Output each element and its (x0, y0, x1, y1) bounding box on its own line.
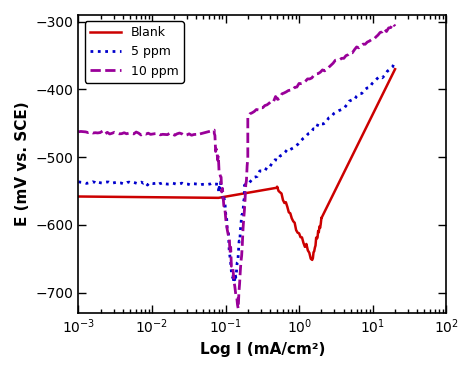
10 ppm (219, 186, 225, 190)
10 ppm (392, 24, 398, 29)
10 ppm (172, 133, 178, 138)
5 ppm (349, 98, 355, 102)
Blank (97, 195, 102, 199)
5 ppm (232, 280, 237, 285)
5 ppm (124, 180, 130, 185)
5 ppm (203, 182, 209, 187)
10 ppm (169, 132, 175, 136)
Blank (90, 195, 95, 199)
5 ppm (228, 266, 234, 270)
10 ppm (75, 129, 81, 134)
Line: 10 ppm: 10 ppm (78, 23, 395, 308)
Legend: Blank, 5 ppm, 10 ppm: Blank, 5 ppm, 10 ppm (85, 21, 183, 83)
5 ppm (224, 213, 229, 217)
Blank (368, 116, 374, 120)
Line: 5 ppm: 5 ppm (78, 61, 395, 283)
5 ppm (392, 58, 398, 63)
Blank (379, 94, 384, 99)
Blank (170, 195, 175, 200)
10 ppm (146, 131, 151, 135)
10 ppm (390, 21, 396, 26)
Line: Blank: Blank (78, 69, 395, 260)
Blank (75, 194, 81, 199)
5 ppm (223, 213, 228, 218)
X-axis label: Log I (mA/cm²): Log I (mA/cm²) (200, 342, 325, 357)
10 ppm (268, 99, 274, 103)
Blank (310, 258, 315, 262)
5 ppm (75, 180, 81, 184)
Y-axis label: E (mV vs. SCE): E (mV vs. SCE) (15, 102, 30, 226)
10 ppm (236, 306, 241, 311)
Blank (141, 195, 147, 199)
10 ppm (326, 65, 332, 70)
Blank (392, 67, 398, 71)
